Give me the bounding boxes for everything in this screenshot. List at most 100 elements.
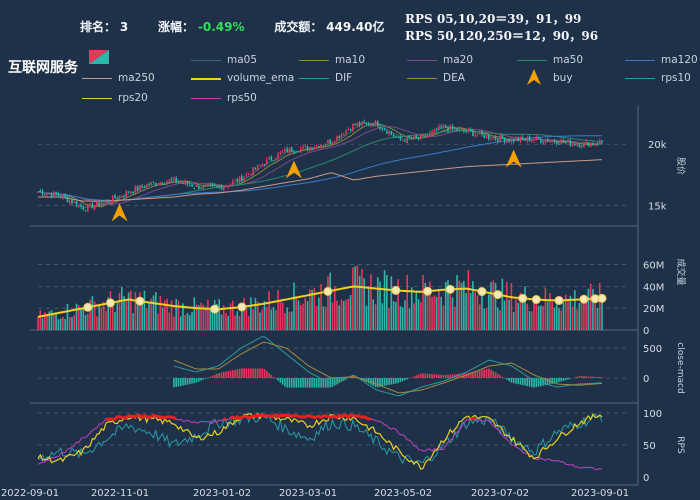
- volume-bar: [444, 282, 447, 330]
- macd-histogram-bar: [265, 371, 268, 378]
- candle-body: [463, 129, 465, 132]
- macd-histogram-bar: [299, 378, 302, 388]
- volume-bar: [304, 297, 307, 330]
- volume-bar: [386, 274, 388, 330]
- volume-bar: [596, 307, 599, 330]
- volume-signal-dot: [83, 302, 93, 312]
- legend-label: DIF: [335, 72, 353, 84]
- volume-bar: [562, 299, 565, 330]
- candle-body: [220, 186, 223, 190]
- volume-bar: [424, 282, 427, 330]
- candle-body: [302, 146, 304, 149]
- volume-bar: [492, 280, 495, 330]
- candle-body: [46, 193, 48, 195]
- volume-bar: [406, 274, 408, 330]
- volume-bar: [503, 300, 506, 330]
- candle-body: [542, 141, 544, 143]
- volume-bar: [331, 302, 334, 330]
- volume-bar: [497, 307, 499, 330]
- candle-body: [376, 121, 379, 127]
- candle-body: [388, 131, 390, 134]
- volume-bar: [401, 307, 404, 330]
- volume-bar: [440, 296, 442, 330]
- candle-body: [179, 182, 182, 184]
- candle-body: [211, 183, 214, 186]
- candle-body: [127, 191, 130, 193]
- volume-bar: [363, 278, 365, 330]
- volume-tick: 60M: [643, 261, 664, 272]
- macd-histogram-bar: [510, 378, 513, 383]
- macd-histogram-bar: [383, 378, 386, 386]
- volume-bar: [474, 292, 476, 330]
- candle-body: [397, 136, 399, 138]
- macd-histogram-bar: [225, 371, 227, 378]
- candle-body: [352, 124, 354, 131]
- macd-histogram-bar: [485, 368, 488, 378]
- macd-histogram-bar: [431, 374, 433, 378]
- macd-histogram-bar: [250, 368, 252, 378]
- ma05-line: [38, 122, 603, 209]
- candle-body: [370, 124, 372, 127]
- volume-bar: [91, 296, 94, 330]
- candle-body: [497, 139, 499, 142]
- candle-body: [494, 136, 497, 139]
- candle-body: [372, 124, 375, 127]
- volume-bar: [361, 269, 363, 330]
- macd-histogram-bar: [175, 378, 177, 388]
- volume-bar: [299, 305, 302, 330]
- volume-bar: [247, 316, 250, 330]
- macd-histogram-bar: [447, 374, 449, 378]
- candle-body: [433, 128, 436, 132]
- candle-body: [424, 135, 427, 137]
- volume-signal-dot: [210, 304, 220, 314]
- macd-histogram-bar: [374, 378, 377, 388]
- candle-body: [132, 191, 134, 193]
- macd-histogram-bar: [220, 372, 223, 378]
- candle-body: [465, 131, 467, 133]
- candle-body: [238, 176, 241, 182]
- volume-bar: [494, 282, 497, 330]
- legend-label: buy: [553, 72, 573, 84]
- x-tick-label: 2023-07-02: [471, 488, 529, 499]
- volume-bar: [157, 313, 159, 330]
- candle-body: [161, 183, 164, 185]
- macd-histogram-bar: [410, 377, 413, 378]
- volume-bar: [456, 274, 458, 330]
- candle-body: [227, 185, 230, 187]
- volume-bar: [281, 302, 284, 330]
- candle-body: [152, 181, 155, 183]
- volume-bar: [476, 295, 479, 330]
- volume-bar: [168, 312, 171, 330]
- volume-bar: [320, 284, 322, 330]
- candle-body: [41, 190, 44, 195]
- candle-body: [243, 177, 245, 181]
- candle-body: [401, 140, 404, 142]
- volume-signal-dot: [493, 290, 503, 300]
- volume-bar: [372, 299, 375, 330]
- macd-histogram-bar: [177, 378, 180, 387]
- candle-body: [73, 202, 76, 204]
- volume-bar: [188, 315, 191, 330]
- volume-bar: [170, 300, 173, 330]
- rps-axis-label: RPS: [675, 436, 685, 454]
- volume-bar: [250, 297, 252, 330]
- candle-body: [386, 131, 388, 134]
- macd-histogram-bar: [528, 378, 531, 387]
- macd-histogram-bar: [261, 368, 264, 378]
- candle-body: [130, 191, 132, 194]
- volume-bar: [87, 313, 89, 330]
- volume-bar: [148, 302, 150, 330]
- volume-bar: [211, 307, 214, 330]
- volume-bar: [338, 305, 341, 330]
- rps-line-1: RPS 05,10,20＝39，91，99: [405, 12, 582, 26]
- macd-histogram-bar: [506, 378, 508, 380]
- volume-bar: [515, 299, 517, 330]
- macd-histogram-bar: [578, 376, 581, 378]
- candle-body: [508, 139, 510, 142]
- macd-histogram-bar: [309, 378, 311, 388]
- volume-bar: [141, 299, 143, 330]
- ma50-line: [38, 130, 603, 201]
- candle-body: [410, 138, 413, 140]
- volume-bar: [125, 299, 128, 330]
- rps-strength-highlight: [223, 417, 227, 421]
